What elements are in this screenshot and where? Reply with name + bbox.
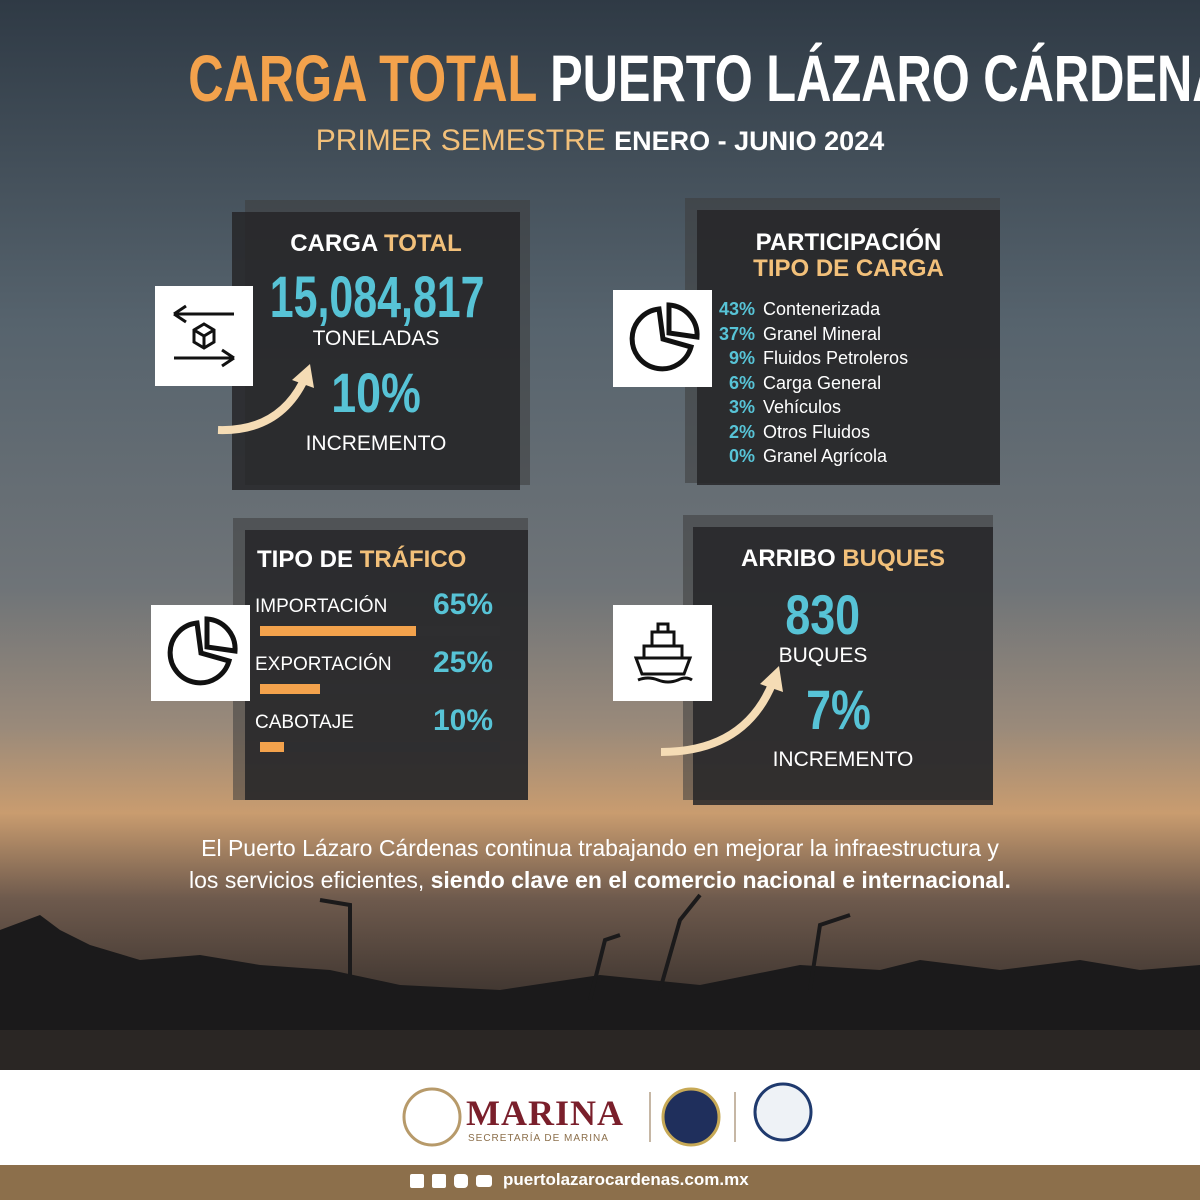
increase-label: INCREMENTO <box>305 432 447 455</box>
arrow <box>217 364 314 435</box>
traffic-label: IMPORTACIÓN <box>255 596 388 617</box>
marina-logo: MARINA <box>466 1093 624 1133</box>
title-main: PUERTO LÁZARO CÁRDENAS <box>550 41 1200 115</box>
title-main: PARTICIPACIÓN <box>755 229 942 256</box>
cargo-glyph <box>173 304 235 368</box>
increase: 7% <box>805 678 871 741</box>
buques-panel: ARRIBO BUQUES 830 BUQUES 7% INCREMENTO <box>693 527 993 805</box>
share-row: 3% Vehículos <box>697 397 977 422</box>
title-accent: BUQUES <box>842 545 946 572</box>
social-icons <box>410 1174 492 1188</box>
title: CARGA TOTAL PUERTO LÁZARO CÁRDENAS <box>0 40 1200 116</box>
ships-value: 830 <box>785 583 861 646</box>
escudo <box>402 1087 462 1147</box>
share-row: 6% Carga General <box>697 373 977 398</box>
statement-line: los servicios eficientes, siendo clave e… <box>0 864 1200 896</box>
panel-title: ARRIBO BUQUES <box>693 545 993 573</box>
panel-title: PARTICIPACIÓN TIPO DE CARGA <box>697 230 1000 282</box>
title-main: CARGA <box>290 230 378 257</box>
share-list: 43% Contenerizada 37% Granel Mineral 9% Fluid… <box>697 299 977 471</box>
subtitle: PRIMER SEMESTRE ENERO - JUNIO 2024 <box>0 124 1200 158</box>
pie-icon <box>151 605 250 701</box>
statement: El Puerto Lázaro Cárdenas continua traba… <box>0 832 1200 896</box>
share-label: Vehículos <box>763 397 842 417</box>
share-row: 0% Granel Agrícola <box>697 446 977 471</box>
pie-glyph <box>629 301 700 371</box>
share-label: Contenerizada <box>763 299 881 319</box>
statement-line: El Puerto Lázaro Cárdenas continua traba… <box>201 835 999 861</box>
panel-title: TIPO DE TRÁFICO <box>245 546 540 574</box>
logo-band <box>0 1070 1200 1165</box>
total-value: 15,084,817 <box>269 265 485 330</box>
unit: TONELADAS <box>312 327 440 350</box>
share-percent: 9% <box>728 348 755 368</box>
share-label: Carga General <box>763 372 882 393</box>
share-row: 43% Contenerizada <box>697 299 977 324</box>
share-row: 2% Otros Fluidos <box>697 422 977 447</box>
skyline <box>0 915 1200 1030</box>
subtitle-main: ENERO - JUNIO 2024 <box>614 126 885 156</box>
title-accent: TIPO DE CARGA <box>753 255 944 282</box>
participacion-panel: PARTICIPACIÓN TIPO DE CARGA 43% Conteneriz… <box>697 210 1000 485</box>
logo-seal <box>661 1087 721 1147</box>
ship-icon <box>613 605 712 701</box>
subtitle-accent: PRIMER SEMESTRE <box>315 124 606 157</box>
pie-icon <box>613 290 712 387</box>
logo-port <box>753 1082 813 1142</box>
share-percent: 6% <box>728 372 755 393</box>
increase-label: INCREMENTO <box>772 748 914 771</box>
share-row: 9% Fluidos Petroleros <box>697 348 977 373</box>
website-band <box>0 1165 1200 1200</box>
title-main: TIPO DE <box>257 546 354 573</box>
arrow <box>660 666 783 756</box>
share-percent: 2% <box>728 421 755 442</box>
traffic-label: CABOTAJE <box>255 712 354 733</box>
cranes <box>319 893 851 1001</box>
traffic-value: 65% <box>432 588 493 621</box>
bar-track <box>260 742 500 752</box>
carga-total-panel: CARGA TOTAL 15,084,817 TONELADAS 10% INC… <box>232 212 520 490</box>
bar <box>260 684 320 694</box>
share-row: 37% Granel Mineral <box>697 324 977 349</box>
statement-text: los servicios eficientes, <box>189 867 425 893</box>
bar <box>260 742 284 752</box>
title-accent: TOTAL <box>384 230 462 257</box>
marina-sub: SECRETARÍA DE MARINA <box>468 1133 609 1144</box>
ship-glyph <box>633 622 693 684</box>
bar <box>260 626 416 636</box>
share-percent: 43% <box>718 299 755 319</box>
share-percent: 3% <box>728 397 755 417</box>
title-main: ARRIBO <box>740 545 836 572</box>
traffic-value: 10% <box>432 704 493 737</box>
bar-track <box>260 684 500 694</box>
traffic-value: 25% <box>432 646 493 679</box>
share-percent: 37% <box>718 323 755 344</box>
title-accent: TRÁFICO <box>359 546 467 573</box>
website[interactable]: puertolazarocardenas.com.mx <box>503 1170 749 1189</box>
water <box>0 1030 1200 1070</box>
pie-glyph <box>167 616 238 686</box>
share-label: Granel Agrícola <box>763 446 888 466</box>
cargo-icon <box>155 286 253 386</box>
share-label: Fluidos Petroleros <box>763 348 909 368</box>
share-label: Granel Mineral <box>763 323 882 344</box>
trafico-panel: TIPO DE TRÁFICO <box>245 530 528 800</box>
statement-bold: siendo clave en el comercio nacional e i… <box>430 867 1011 893</box>
panel-title: CARGA TOTAL <box>232 230 520 258</box>
share-percent: 0% <box>728 446 755 466</box>
bar-track <box>260 626 500 636</box>
traffic-label: EXPORTACIÓN <box>255 654 392 675</box>
title-accent: CARGA TOTAL <box>188 41 537 115</box>
unit: BUQUES <box>778 644 868 667</box>
sky <box>0 0 1200 1070</box>
increase: 10% <box>331 361 421 424</box>
share-label: Otros Fluidos <box>763 421 871 442</box>
